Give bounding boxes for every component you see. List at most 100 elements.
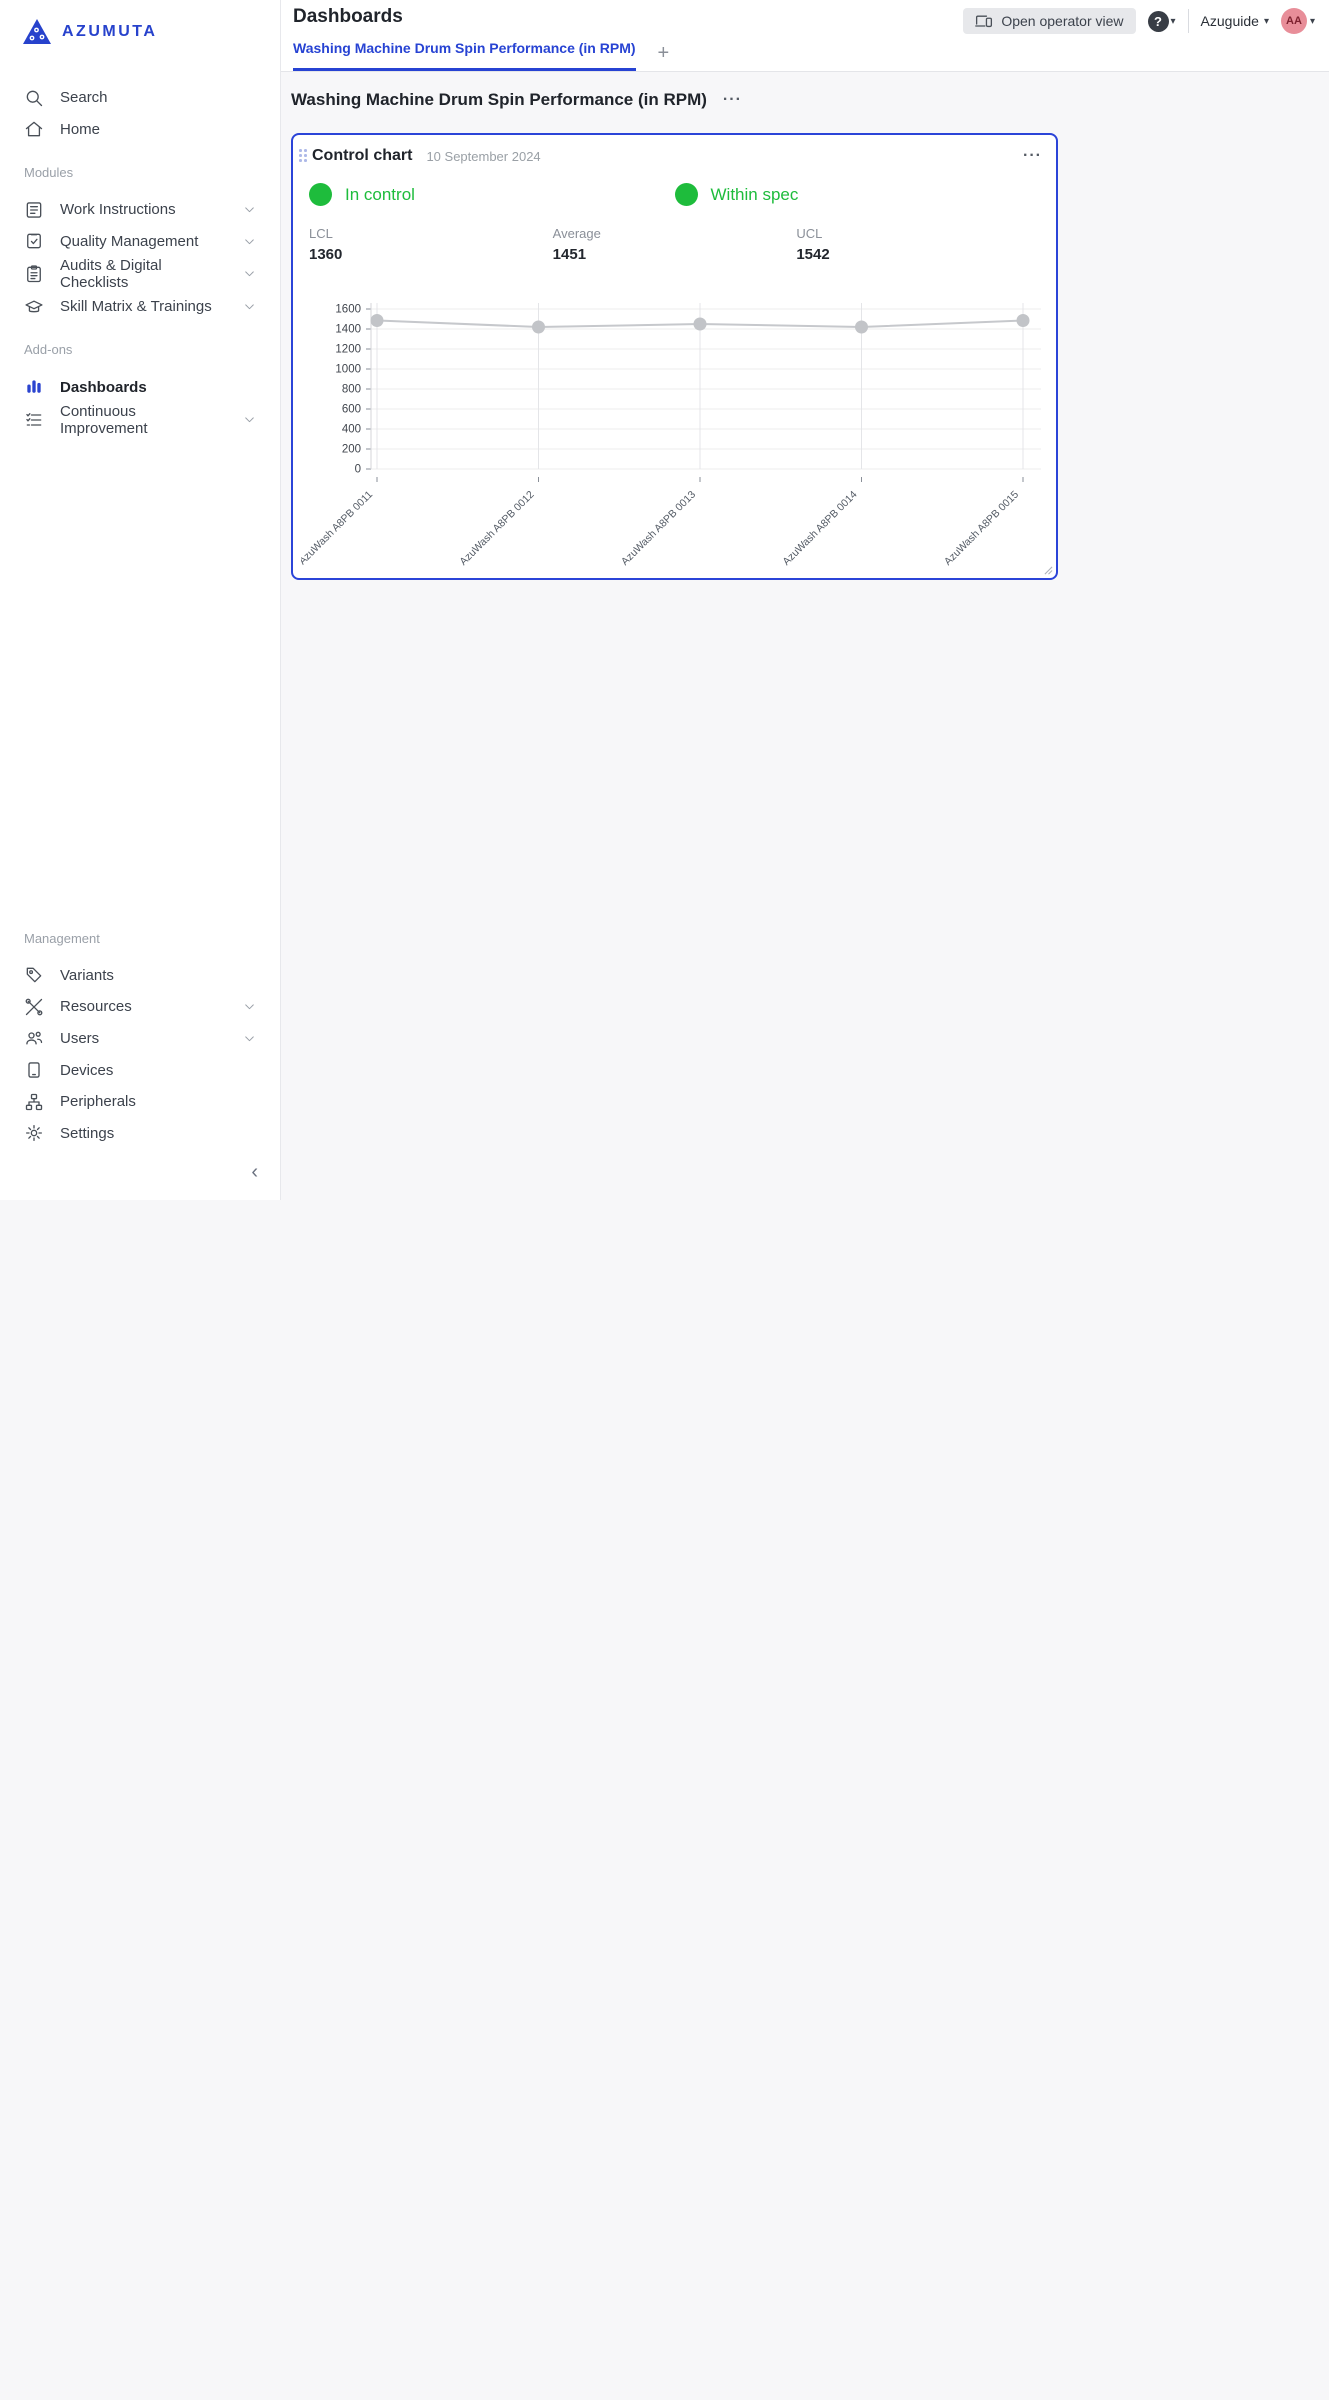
settings-icon [24,1123,44,1143]
avatar: AA [1281,8,1307,34]
y-tick-label: 1000 [335,364,361,376]
search-icon [24,88,44,108]
resources-icon [24,997,44,1017]
sidebar-item-label: Users [60,1030,99,1047]
sidebar-item-quality-management[interactable]: Quality Management [0,225,280,257]
work-instructions-icon [24,200,44,220]
sidebar-item-work-instructions[interactable]: Work Instructions [0,194,280,226]
sidebar-item-label: Devices [60,1062,113,1079]
help-menu[interactable]: ? ▾ [1148,11,1176,32]
y-tick-label: 1600 [335,304,361,316]
stat-value: 1360 [309,246,553,263]
user-menu[interactable]: AA ▾ [1281,8,1315,34]
dashboard-menu-button[interactable]: ··· [723,91,742,109]
within-spec-label: Within spec [711,185,799,205]
header-actions: Open operator view ? ▾ Azuguide ▾ AA ▾ [963,6,1315,36]
y-tick-label: 0 [355,464,361,476]
home-icon [24,119,44,139]
data-point[interactable] [855,321,868,334]
within-spec-dot-icon [675,183,698,206]
data-point[interactable] [532,321,545,334]
stat-label: UCL [796,226,1040,241]
tab-dashboard[interactable]: Washing Machine Drum Spin Performance (i… [293,40,636,71]
stat-label: LCL [309,226,553,241]
stat-value: 1542 [796,246,1040,263]
resize-handle-icon[interactable] [1044,566,1053,575]
users-icon [24,1028,44,1048]
sidebar-item-dashboards[interactable]: Dashboards [0,371,280,403]
stat-lcl: LCL 1360 [309,226,553,263]
skill-matrix-icon [24,297,44,317]
sidebar-item-label: Search [60,89,108,106]
audits-checklists-icon [24,264,44,284]
widget-title: Control chart [312,147,412,165]
azuguide-label: Azuguide [1201,13,1259,29]
sidebar-item-home[interactable]: Home [0,114,280,146]
y-tick-label: 800 [342,384,361,396]
y-tick-label: 400 [342,424,361,436]
x-tick-label: AzuWash A8PB 0012 [457,489,536,568]
status-row: In control Within spec [293,169,1056,206]
dashboard-title: Washing Machine Drum Spin Performance (i… [291,90,707,110]
data-point[interactable] [371,314,384,327]
peripherals-icon [24,1092,44,1112]
open-operator-view-label: Open operator view [1001,13,1123,29]
sidebar-item-label: Resources [60,998,132,1015]
widget-menu-button[interactable]: ··· [1023,147,1042,165]
sidebar-item-users[interactable]: Users [0,1023,280,1055]
app-page-title: Dashboards [293,6,403,28]
chevron-down-icon[interactable] [243,1000,256,1013]
in-control-dot-icon [309,183,332,206]
sidebar-item-audits-checklists[interactable]: Audits & Digital Checklists [0,257,280,291]
y-tick-label: 1200 [335,344,361,356]
data-point[interactable] [694,318,707,331]
sidebar-item-settings[interactable]: Settings [0,1117,280,1149]
main-content: Washing Machine Drum Spin Performance (i… [281,72,1329,1200]
sidebar-item-label: Settings [60,1125,114,1142]
y-tick-label: 600 [342,404,361,416]
chevron-down-icon[interactable] [243,413,256,426]
sidebar-collapse-button[interactable]: ‹ [0,1149,280,1200]
add-tab-button[interactable]: + [658,43,670,71]
chevron-down-icon[interactable] [243,203,256,216]
tab-bar: Washing Machine Drum Spin Performance (i… [293,40,669,71]
x-tick-label: AzuWash A8PB 0013 [619,489,698,568]
data-point[interactable] [1017,314,1030,327]
chevron-down-icon[interactable] [243,300,256,313]
chevron-down-icon[interactable] [243,267,256,280]
sidebar-item-devices[interactable]: Devices [0,1054,280,1086]
chevron-down-icon[interactable] [243,235,256,248]
dashboards-icon [24,377,44,397]
top-header: Dashboards Washing Machine Drum Spin Per… [281,0,1329,72]
x-tick-label: AzuWash A8PB 0015 [942,489,1021,568]
sidebar-item-peripherals[interactable]: Peripherals [0,1086,280,1118]
sidebar-item-resources[interactable]: Resources [0,991,280,1023]
status-in-control: In control [309,183,675,206]
caret-down-icon: ▾ [1171,16,1176,27]
quality-management-icon [24,231,44,251]
drag-handle-icon[interactable] [299,149,308,163]
sidebar-item-label: Home [60,121,100,138]
sidebar-item-continuous-improvement[interactable]: Continuous Improvement [0,403,280,437]
sidebar-item-label: Work Instructions [60,201,176,218]
control-chart-widget[interactable]: Control chart 10 September 2024 ··· In c… [291,133,1058,580]
sidebar-item-label: Dashboards [60,379,147,396]
sidebar-item-variants[interactable]: Variants [0,960,280,992]
chevron-down-icon[interactable] [243,1032,256,1045]
brand-name: AZUMUTA [62,23,157,41]
caret-down-icon: ▾ [1310,16,1315,27]
in-control-label: In control [345,185,415,205]
devices-icon [24,1060,44,1080]
sidebar-section-modules: Modules [0,157,280,180]
azuguide-menu[interactable]: Azuguide ▾ [1201,13,1269,29]
sidebar-item-search[interactable]: Search [0,82,280,114]
sidebar-item-skill-matrix[interactable]: Skill Matrix & Trainings [0,291,280,323]
brand-logo[interactable]: AZUMUTA [0,0,280,52]
azumuta-logo-icon [22,18,52,46]
open-operator-view-button[interactable]: Open operator view [963,8,1135,34]
status-within-spec: Within spec [675,183,1041,206]
stat-label: Average [553,226,797,241]
header-divider [1188,9,1189,33]
